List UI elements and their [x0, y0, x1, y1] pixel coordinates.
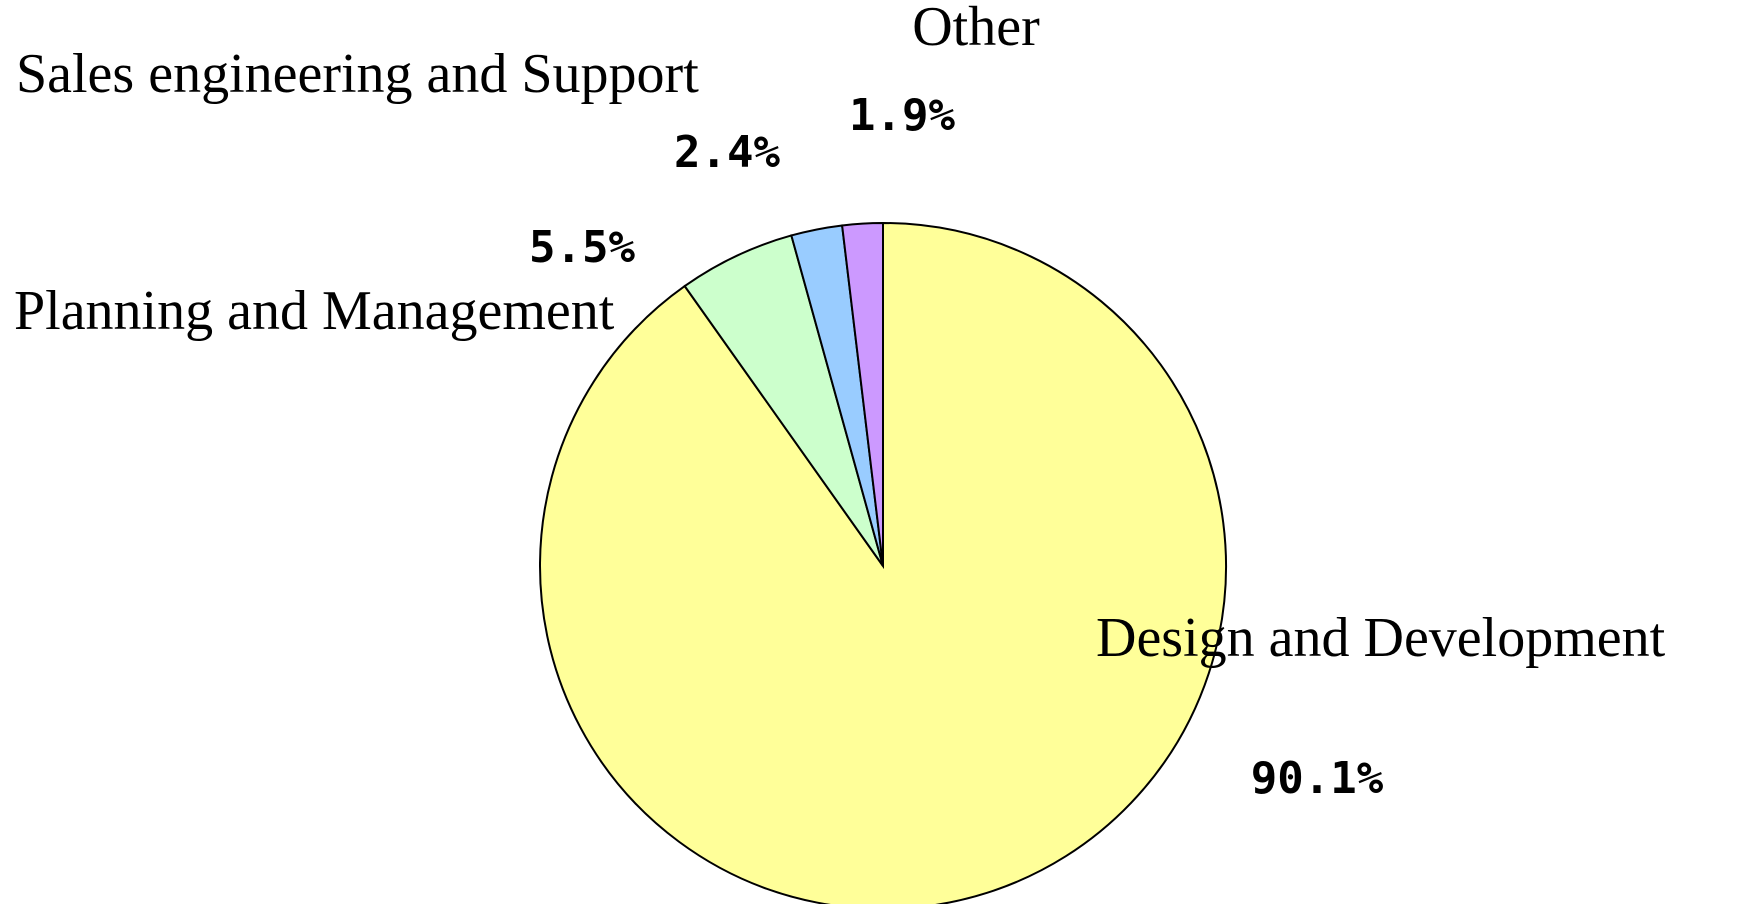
slice-name: Other — [912, 0, 1040, 58]
slice-value-label: 2.4% — [674, 127, 780, 178]
slice-name: Planning and Management — [14, 280, 615, 342]
slice-value-label: 90.1% — [1251, 753, 1384, 804]
slice-value-label: 1.9% — [849, 90, 955, 141]
slice-name: Sales engineering and Support — [16, 43, 699, 105]
slice-value-label: 5.5% — [529, 222, 635, 273]
slice-name: Design and Development — [1096, 607, 1666, 669]
pie-slice — [840, 221, 884, 567]
